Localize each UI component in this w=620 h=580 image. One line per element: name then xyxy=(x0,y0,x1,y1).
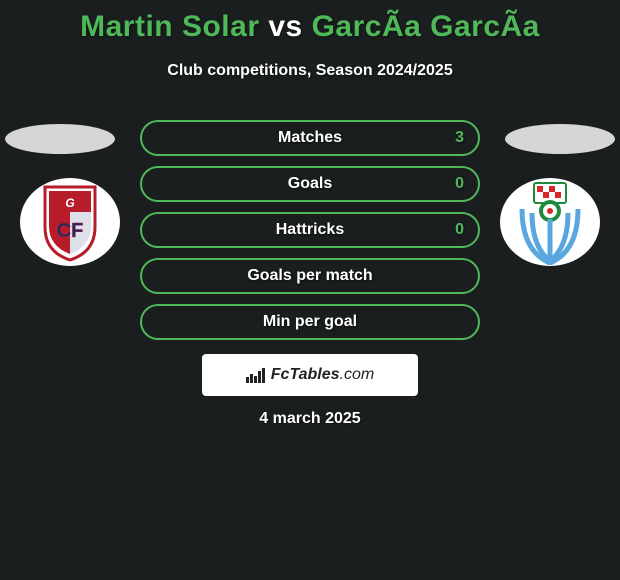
date-label: 4 march 2025 xyxy=(0,410,620,428)
stats-container: Matches 3 Goals 0 Hattricks 0 Goals per … xyxy=(140,120,480,350)
fctables-badge[interactable]: FcTables.com xyxy=(202,354,418,396)
stat-value-right: 3 xyxy=(455,129,464,147)
stat-value-right: 0 xyxy=(455,221,464,239)
svg-text:G: G xyxy=(65,196,74,210)
fctables-brand: FcTables xyxy=(271,366,340,383)
granada-crest-icon: G CF xyxy=(35,182,105,262)
svg-text:CF: CF xyxy=(57,220,84,242)
club-logo-right xyxy=(500,178,600,266)
stat-row-goals-per-match: Goals per match xyxy=(140,258,480,294)
racing-ferrol-crest-icon xyxy=(510,179,590,265)
competition-subtitle: Club competitions, Season 2024/2025 xyxy=(0,62,620,80)
club-logo-left: G CF xyxy=(20,178,120,266)
stat-label: Goals per match xyxy=(247,267,372,285)
stat-label: Matches xyxy=(278,129,342,147)
stat-label: Goals xyxy=(288,175,332,193)
comparison-title: Martin Solar vs GarcÃ­a GarcÃ­a xyxy=(0,0,620,44)
vs-label: vs xyxy=(268,10,302,43)
stat-value-right: 0 xyxy=(455,175,464,193)
player2-name: GarcÃ­a GarcÃ­a xyxy=(312,10,540,43)
stat-row-goals: Goals 0 xyxy=(140,166,480,202)
fctables-suffix: .com xyxy=(340,366,375,383)
fctables-text: FcTables.com xyxy=(271,366,374,384)
player1-name: Martin Solar xyxy=(80,10,259,43)
stat-row-matches: Matches 3 xyxy=(140,120,480,156)
stat-label: Min per goal xyxy=(263,313,357,331)
player2-avatar xyxy=(505,124,615,154)
player1-avatar xyxy=(5,124,115,154)
bar-chart-icon xyxy=(246,368,265,383)
stat-label: Hattricks xyxy=(276,221,344,239)
stat-row-min-per-goal: Min per goal xyxy=(140,304,480,340)
stat-row-hattricks: Hattricks 0 xyxy=(140,212,480,248)
